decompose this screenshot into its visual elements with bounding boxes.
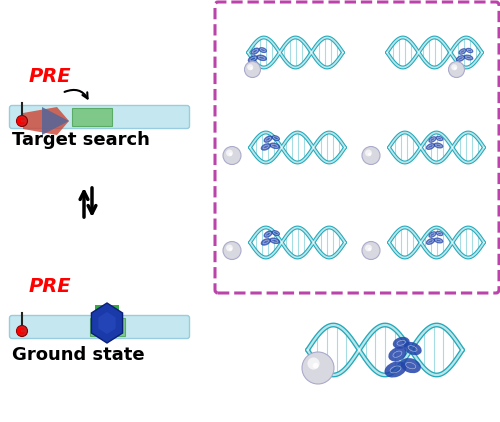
- Circle shape: [308, 357, 320, 370]
- Circle shape: [368, 152, 372, 156]
- Ellipse shape: [388, 347, 406, 361]
- Polygon shape: [42, 107, 69, 135]
- Circle shape: [226, 245, 233, 252]
- FancyBboxPatch shape: [10, 106, 190, 129]
- Ellipse shape: [400, 358, 421, 373]
- Circle shape: [16, 325, 28, 336]
- Ellipse shape: [272, 135, 280, 141]
- Ellipse shape: [436, 231, 444, 236]
- Ellipse shape: [270, 143, 280, 149]
- Circle shape: [365, 149, 372, 157]
- Ellipse shape: [434, 143, 444, 149]
- Ellipse shape: [256, 54, 267, 61]
- Circle shape: [229, 248, 232, 251]
- Text: PRE: PRE: [29, 277, 72, 296]
- Ellipse shape: [458, 48, 466, 55]
- Ellipse shape: [264, 230, 272, 238]
- Circle shape: [362, 241, 380, 260]
- Bar: [90, 318, 125, 336]
- Ellipse shape: [264, 135, 272, 143]
- Bar: [72, 108, 112, 126]
- Ellipse shape: [464, 54, 473, 60]
- Ellipse shape: [434, 238, 444, 243]
- Ellipse shape: [250, 48, 260, 55]
- Text: Target search: Target search: [12, 131, 150, 149]
- Ellipse shape: [428, 136, 436, 143]
- Circle shape: [244, 62, 260, 78]
- FancyBboxPatch shape: [10, 316, 190, 338]
- Ellipse shape: [270, 238, 280, 244]
- Ellipse shape: [258, 47, 267, 53]
- Polygon shape: [23, 107, 69, 135]
- Ellipse shape: [248, 55, 258, 63]
- Circle shape: [302, 352, 334, 384]
- Ellipse shape: [260, 238, 271, 246]
- Circle shape: [448, 62, 464, 78]
- Ellipse shape: [456, 55, 465, 62]
- Circle shape: [223, 146, 241, 165]
- FancyBboxPatch shape: [215, 2, 499, 293]
- Ellipse shape: [272, 230, 280, 236]
- Circle shape: [16, 116, 28, 127]
- Ellipse shape: [393, 337, 409, 349]
- Circle shape: [451, 64, 458, 70]
- Circle shape: [250, 67, 252, 70]
- Polygon shape: [98, 312, 116, 334]
- Polygon shape: [95, 305, 119, 318]
- Circle shape: [229, 152, 232, 156]
- Ellipse shape: [428, 231, 436, 238]
- Circle shape: [362, 146, 380, 165]
- Circle shape: [365, 245, 372, 252]
- Circle shape: [368, 248, 372, 251]
- Circle shape: [312, 363, 318, 368]
- Circle shape: [247, 64, 254, 70]
- Ellipse shape: [436, 136, 444, 141]
- Ellipse shape: [466, 48, 473, 53]
- Circle shape: [223, 241, 241, 260]
- Ellipse shape: [426, 238, 435, 245]
- Ellipse shape: [384, 361, 406, 378]
- Ellipse shape: [404, 342, 421, 355]
- Polygon shape: [92, 303, 122, 343]
- Circle shape: [226, 149, 233, 157]
- Ellipse shape: [260, 143, 271, 151]
- Text: Ground state: Ground state: [12, 346, 144, 364]
- Text: PRE: PRE: [29, 67, 72, 86]
- Ellipse shape: [426, 143, 435, 150]
- Circle shape: [454, 67, 456, 70]
